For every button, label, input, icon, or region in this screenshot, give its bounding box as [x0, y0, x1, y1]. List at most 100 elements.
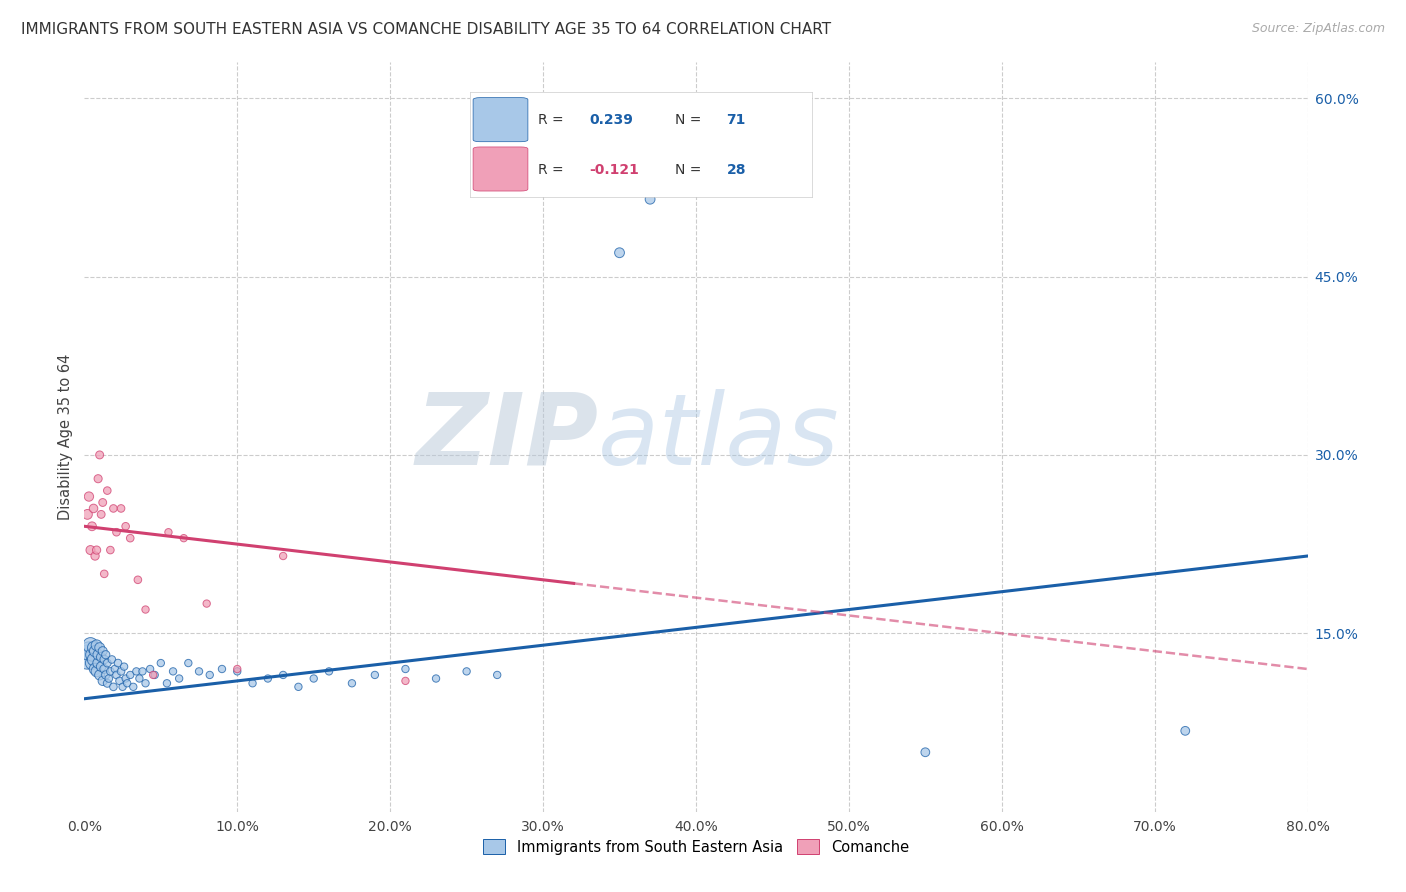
Point [486, 668, 509, 682]
Point [120, 531, 142, 545]
Point [97, 672, 120, 686]
Point [84, 549, 107, 563]
Point [105, 525, 128, 540]
Point [83, 652, 105, 666]
Text: Source: ZipAtlas.com: Source: ZipAtlas.com [1251, 22, 1385, 36]
Point [105, 668, 128, 682]
Point [91, 644, 114, 658]
Point [83, 640, 105, 655]
Point [162, 665, 184, 679]
Point [96, 676, 118, 690]
Point [79, 638, 101, 652]
Point [156, 676, 179, 690]
Point [394, 673, 416, 688]
Point [112, 659, 135, 673]
Point [90, 508, 112, 522]
Point [425, 672, 447, 686]
Point [87, 472, 110, 486]
Point [83, 501, 105, 516]
Point [108, 673, 131, 688]
Point [104, 662, 127, 676]
Point [77, 644, 100, 658]
Point [91, 673, 114, 688]
Point [173, 531, 195, 545]
Point [94, 648, 117, 662]
Text: IMMIGRANTS FROM SOUTH EASTERN ASIA VS COMANCHE DISABILITY AGE 35 TO 64 CORRELATI: IMMIGRANTS FROM SOUTH EASTERN ASIA VS CO… [21, 22, 831, 37]
Point [96, 656, 118, 670]
Point [135, 602, 157, 616]
Point [271, 668, 294, 682]
Point [340, 676, 363, 690]
Point [1174, 723, 1197, 738]
Point [127, 573, 149, 587]
Point [302, 672, 325, 686]
Point [110, 501, 132, 516]
Point [318, 665, 340, 679]
Point [93, 662, 115, 676]
Point [80, 519, 103, 533]
Point [198, 668, 221, 682]
Point [90, 659, 112, 673]
Point [177, 656, 200, 670]
Point [143, 668, 166, 682]
Point [76, 508, 98, 522]
Point [111, 680, 134, 694]
Point [84, 662, 107, 676]
Point [93, 566, 115, 581]
Point [101, 652, 124, 666]
Y-axis label: Disability Age 35 to 64: Disability Age 35 to 64 [58, 354, 73, 520]
Point [87, 648, 110, 662]
Point [86, 665, 108, 679]
Point [128, 672, 150, 686]
Point [394, 662, 416, 676]
Point [114, 519, 136, 533]
Point [91, 495, 114, 509]
Point [257, 672, 280, 686]
Point [89, 668, 111, 682]
Point [271, 549, 294, 563]
Point [80, 648, 103, 662]
Point [90, 650, 112, 665]
Point [114, 672, 136, 686]
Point [226, 662, 249, 676]
Point [98, 543, 121, 558]
Point [157, 525, 180, 540]
Point [76, 650, 98, 665]
Point [149, 656, 172, 670]
Point [167, 672, 190, 686]
Point [87, 656, 110, 670]
Point [86, 638, 108, 652]
Legend: Immigrants from South Eastern Asia, Comanche: Immigrants from South Eastern Asia, Coma… [477, 833, 915, 861]
Point [638, 192, 661, 206]
Text: atlas: atlas [598, 389, 839, 485]
Point [135, 676, 157, 690]
Point [242, 676, 264, 690]
Point [110, 665, 132, 679]
Point [131, 665, 153, 679]
Point [122, 680, 145, 694]
Point [914, 745, 936, 759]
Point [98, 665, 121, 679]
Point [287, 680, 309, 694]
Point [120, 668, 142, 682]
Point [84, 644, 107, 658]
Point [103, 680, 125, 694]
Point [115, 676, 138, 690]
Point [226, 665, 249, 679]
Point [89, 448, 111, 462]
Point [125, 665, 148, 679]
Text: ZIP: ZIP [415, 389, 598, 485]
Point [80, 656, 103, 670]
Point [364, 668, 387, 682]
Point [93, 652, 115, 666]
Point [609, 245, 631, 260]
Point [456, 665, 478, 679]
Point [96, 483, 118, 498]
Point [195, 597, 218, 611]
Point [188, 665, 211, 679]
Point [142, 668, 165, 682]
Point [77, 490, 100, 504]
Point [94, 668, 117, 682]
Point [107, 656, 129, 670]
Point [89, 640, 111, 655]
